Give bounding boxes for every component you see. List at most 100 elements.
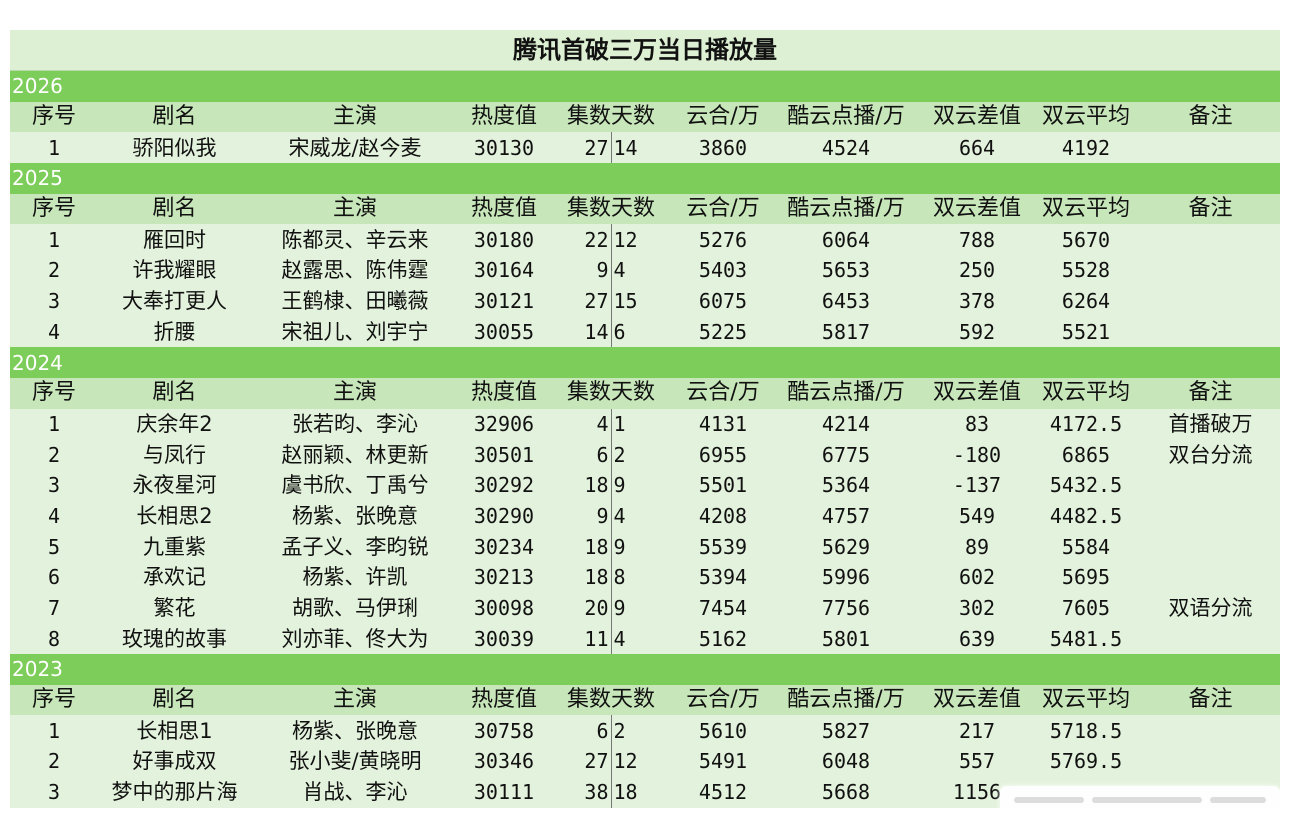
column-header-days: 天数 [611, 377, 677, 409]
column-header-episodes: 集数 [549, 193, 611, 225]
table-row: 3 大奉打更人 王鹤棣、田曦薇 30121 27 15 6075 6453 378 6264 [10, 285, 1280, 317]
cell-yunhe: 3860 [677, 132, 769, 164]
column-header-index: 序号 [10, 193, 98, 225]
cell-avg: 4172.5 [1031, 408, 1141, 440]
column-header-episodes: 集数 [549, 684, 611, 716]
column-header-episodes: 集数 [549, 101, 611, 133]
column-header-days: 天数 [611, 684, 677, 716]
cell-drama: 玫瑰的故事 [98, 623, 251, 655]
table-row: 2 好事成双 张小斐/黄晓明 30346 27 12 5491 6048 557 5769.5 [10, 746, 1280, 777]
cell-days: 9 [610, 469, 677, 501]
year-label: 2024 [10, 347, 1280, 378]
cell-kuyun: 6048 [769, 746, 923, 777]
cell-days: 2 [610, 439, 677, 470]
cell-heat: 32906 [459, 408, 549, 440]
year-label: 2026 [10, 70, 1280, 102]
cell-heat: 30130 [459, 132, 549, 164]
cell-yunhe: 5162 [677, 623, 769, 655]
table-row: 7 繁花 胡歌、马伊琍 30098 20 9 7454 7756 302 7605 双语分流 [10, 592, 1280, 624]
column-header-yunhe: 云合/万 [677, 101, 769, 133]
year-row: 2024 [10, 347, 1280, 378]
cell-kuyun: 5817 [769, 316, 923, 348]
column-header-index: 序号 [10, 684, 98, 716]
cell-index: 4 [10, 500, 98, 532]
column-header-avg: 双云平均 [1031, 193, 1141, 225]
cell-heat: 30501 [459, 439, 549, 470]
cell-kuyun: 4757 [769, 500, 923, 532]
cell-avg: 5718.5 [1031, 715, 1141, 747]
header-row: 序号 剧名 主演 热度值 集数 天数 云合/万 酷云点播/万 双云差值 双云平均 备注 [10, 101, 1280, 133]
column-header-cast: 主演 [251, 101, 459, 133]
cell-index: 2 [10, 746, 98, 777]
column-header-drama: 剧名 [98, 193, 251, 225]
cell-kuyun: 6064 [769, 224, 923, 256]
title-row: 腾讯首破三万当日播放量 [10, 30, 1280, 71]
column-header-note: 备注 [1141, 684, 1280, 716]
column-header-cast: 主演 [251, 684, 459, 716]
cell-note [1141, 562, 1280, 593]
cell-days: 2 [610, 715, 677, 747]
header-row: 序号 剧名 主演 热度值 集数 天数 云合/万 酷云点播/万 双云差值 双云平均 备注 [10, 377, 1280, 409]
column-header-yunhe: 云合/万 [677, 377, 769, 409]
cell-index: 1 [10, 408, 98, 440]
cell-drama: 大奉打更人 [98, 285, 251, 317]
cell-note [1141, 715, 1280, 747]
cell-diff: 664 [923, 132, 1031, 164]
cell-kuyun: 5364 [769, 469, 923, 501]
cell-avg: 5432.5 [1031, 469, 1141, 501]
table-row: 8 玫瑰的故事 刘亦菲、佟大为 30039 11 4 5162 5801 639 5481.5 [10, 623, 1280, 655]
column-header-kuyun: 酷云点播/万 [769, 684, 923, 716]
column-header-drama: 剧名 [98, 101, 251, 133]
cell-drama: 庆余年2 [98, 408, 251, 440]
cell-note [1141, 255, 1280, 286]
cell-heat: 30164 [459, 255, 549, 286]
column-header-diff: 双云差值 [923, 101, 1031, 133]
cell-yunhe: 5539 [677, 531, 769, 562]
table-row: 3 梦中的那片海 肖战、李沁 30111 38 18 4512 5668 1156 [10, 776, 1280, 808]
cell-cast: 赵露思、陈伟霆 [251, 255, 459, 286]
cell-episodes: 27 [549, 746, 611, 777]
cell-diff: 378 [923, 285, 1031, 317]
cell-avg: 5481.5 [1031, 623, 1141, 655]
cell-cast: 宋祖儿、刘宇宁 [251, 316, 459, 348]
cell-index: 3 [10, 285, 98, 317]
cell-diff: 602 [923, 562, 1031, 593]
cell-days: 8 [610, 562, 677, 593]
cell-episodes: 22 [549, 224, 611, 256]
cell-episodes: 18 [549, 531, 611, 562]
column-header-index: 序号 [10, 377, 98, 409]
column-header-yunhe: 云合/万 [677, 684, 769, 716]
cell-diff: 549 [923, 500, 1031, 532]
cell-heat: 30758 [459, 715, 549, 747]
cell-yunhe: 5491 [677, 746, 769, 777]
cell-heat: 30098 [459, 592, 549, 624]
column-header-yunhe: 云合/万 [677, 193, 769, 225]
cell-note [1141, 746, 1280, 777]
cell-heat: 30111 [459, 776, 549, 808]
cell-note [1141, 469, 1280, 501]
column-header-note: 备注 [1141, 193, 1280, 225]
table-row: 2 与凤行 赵丽颖、林更新 30501 6 2 6955 6775 -180 6865 双台分流 [10, 439, 1280, 470]
table-row: 4 长相思2 杨紫、张晚意 30290 9 4 4208 4757 549 4482.5 [10, 500, 1280, 532]
cell-note [1141, 500, 1280, 532]
cell-cast: 张小斐/黄晓明 [251, 746, 459, 777]
column-header-cast: 主演 [251, 193, 459, 225]
cell-note [1141, 285, 1280, 317]
cell-diff: 302 [923, 592, 1031, 624]
year-row: 2023 [10, 654, 1280, 685]
cell-cast: 张若昀、李沁 [251, 408, 459, 440]
cell-cast: 杨紫、张晚意 [251, 500, 459, 532]
cell-drama: 九重紫 [98, 531, 251, 562]
cell-cast: 胡歌、马伊琍 [251, 592, 459, 624]
cell-diff: 89 [923, 531, 1031, 562]
cell-yunhe: 5394 [677, 562, 769, 593]
header-row: 序号 剧名 主演 热度值 集数 天数 云合/万 酷云点播/万 双云差值 双云平均 备注 [10, 193, 1280, 225]
table-body: 腾讯首破三万当日播放量 2026 序号 剧名 主演 热度值 集数 天数 云合/万 酷云点播/万双… [10, 30, 1280, 808]
cell-avg: 5769.5 [1031, 746, 1141, 777]
cell-yunhe: 5403 [677, 255, 769, 286]
cell-days: 6 [610, 316, 677, 348]
cell-kuyun: 5629 [769, 531, 923, 562]
cell-diff: -180 [923, 439, 1031, 470]
table-row: 6 承欢记 杨紫、许凯 30213 18 8 5394 5996 602 5695 [10, 562, 1280, 593]
cell-episodes: 27 [549, 285, 611, 317]
